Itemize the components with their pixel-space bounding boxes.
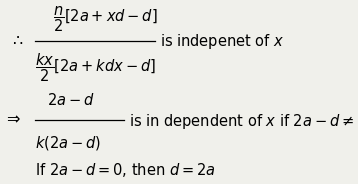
- Text: ⇒: ⇒: [6, 112, 20, 127]
- Text: If $2a - d = 0$, then $d = 2a$: If $2a - d = 0$, then $d = 2a$: [35, 161, 215, 179]
- Text: $\dfrac{n}{2}[2a + xd - d]$: $\dfrac{n}{2}[2a + xd - d]$: [53, 5, 158, 34]
- Text: is in dependent of $x$ if $2a - d \neq 0$: is in dependent of $x$ if $2a - d \neq 0…: [130, 112, 358, 131]
- Text: $k(2a-d)$: $k(2a-d)$: [35, 134, 101, 152]
- Text: $2a-d$: $2a-d$: [48, 92, 95, 108]
- Text: ∴: ∴: [11, 33, 22, 49]
- Text: $\dfrac{kx}{2}[2a + kdx - d]$: $\dfrac{kx}{2}[2a + kdx - d]$: [35, 52, 156, 84]
- Text: is indepenet of $x$: is indepenet of $x$: [160, 31, 285, 51]
